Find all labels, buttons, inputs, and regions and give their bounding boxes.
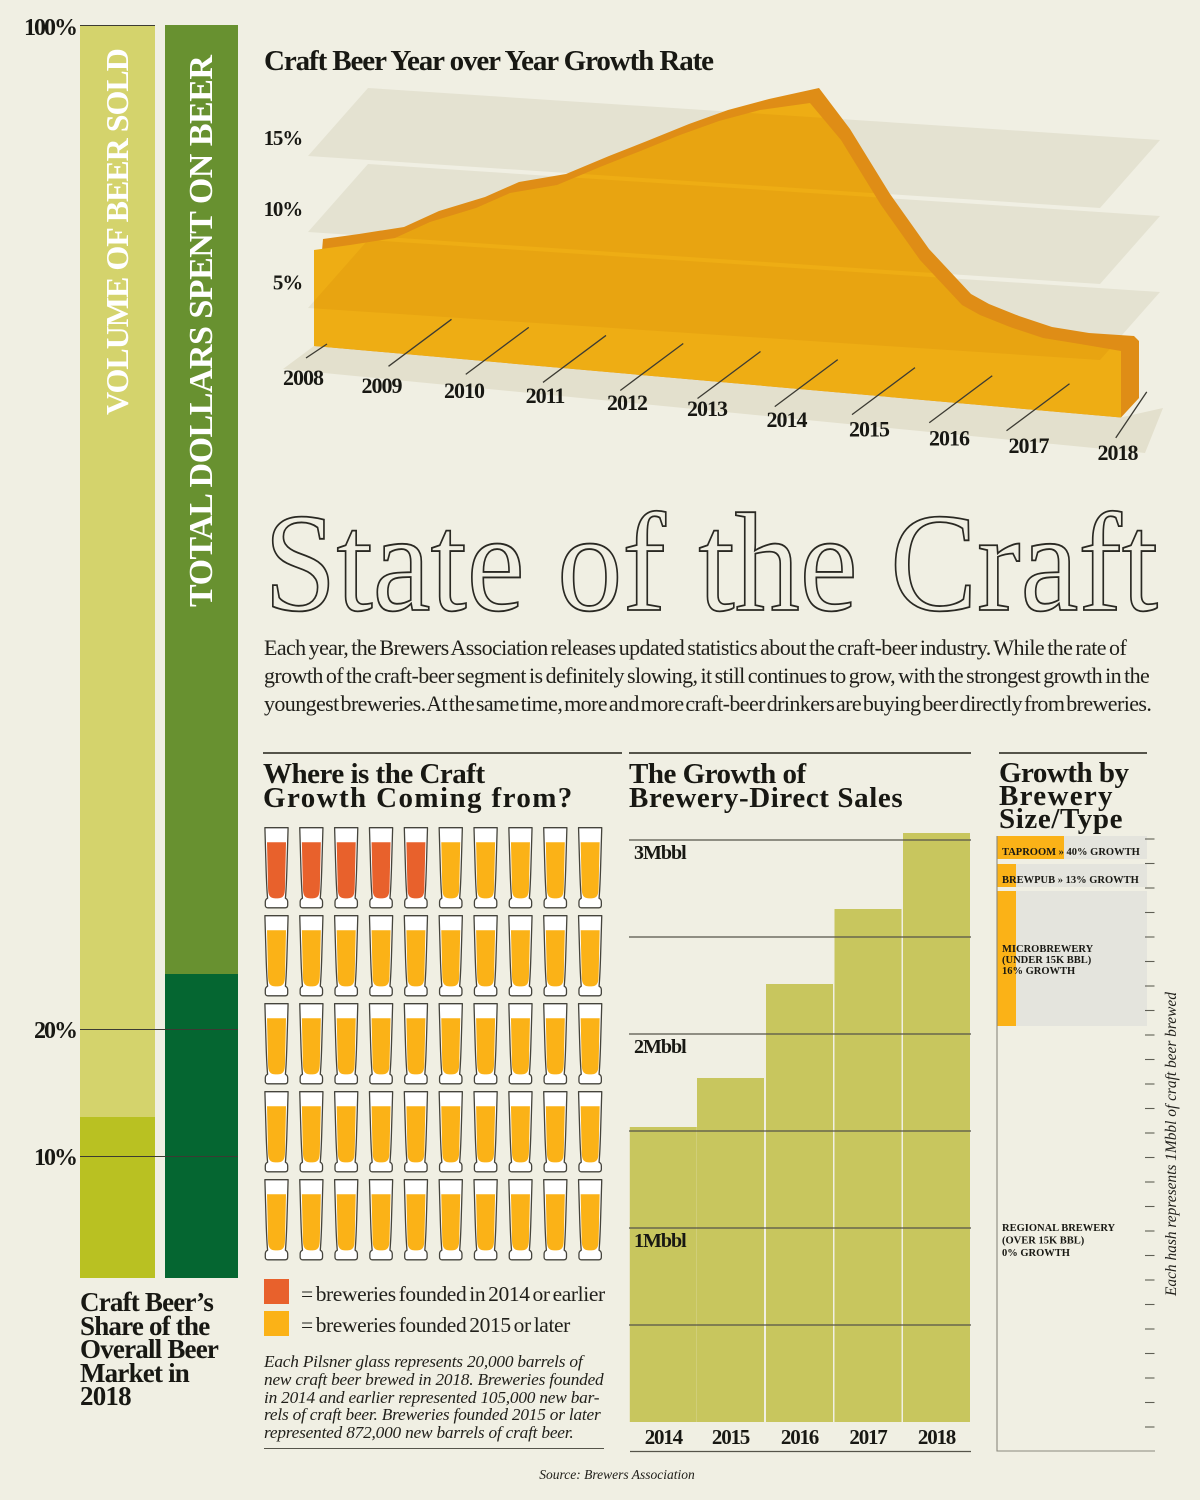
svg-text:2016: 2016 — [929, 426, 970, 451]
svg-text:10%: 10% — [264, 197, 303, 221]
svg-text:2015: 2015 — [849, 417, 890, 442]
svg-text:2009: 2009 — [362, 373, 403, 398]
svg-text:16% GROWTH: 16% GROWTH — [1002, 966, 1075, 977]
svg-text:2014: 2014 — [767, 407, 808, 432]
svg-text:2010: 2010 — [444, 378, 485, 403]
svg-text:2011: 2011 — [526, 383, 565, 408]
svg-text:2015: 2015 — [712, 1425, 750, 1449]
svg-text:2017: 2017 — [1009, 433, 1050, 458]
svg-text:State of the Craft: State of the Craft — [264, 485, 1158, 641]
svg-text:3Mbbl: 3Mbbl — [634, 842, 687, 864]
svg-text:1Mbbl: 1Mbbl — [634, 1230, 687, 1252]
svg-text:2018: 2018 — [918, 1425, 956, 1449]
svg-text:REGIONAL BREWERY: REGIONAL BREWERY — [1002, 1223, 1116, 1234]
svg-text:2018: 2018 — [1098, 440, 1139, 465]
svg-text:2008: 2008 — [283, 365, 324, 390]
svg-text:(UNDER 15K BBL): (UNDER 15K BBL) — [1002, 955, 1092, 966]
svg-text:2013: 2013 — [687, 396, 728, 421]
svg-text:BREWPUB » 13% GROWTH: BREWPUB » 13% GROWTH — [1002, 875, 1139, 886]
svg-text:2017: 2017 — [849, 1425, 887, 1449]
svg-text:15%: 15% — [264, 126, 303, 150]
svg-text:2014: 2014 — [645, 1425, 684, 1449]
svg-text:0% GROWTH: 0% GROWTH — [1002, 1248, 1070, 1259]
svg-text:2Mbbl: 2Mbbl — [634, 1036, 687, 1058]
svg-text:TAPROOM » 40% GROWTH: TAPROOM » 40% GROWTH — [1002, 847, 1140, 858]
svg-text:2016: 2016 — [781, 1425, 819, 1449]
svg-text:2012: 2012 — [607, 390, 648, 415]
svg-text:5%: 5% — [273, 271, 302, 295]
svg-text:(OVER 15K BBL): (OVER 15K BBL) — [1002, 1236, 1085, 1247]
svg-text:MICROBREWERY: MICROBREWERY — [1002, 944, 1094, 955]
